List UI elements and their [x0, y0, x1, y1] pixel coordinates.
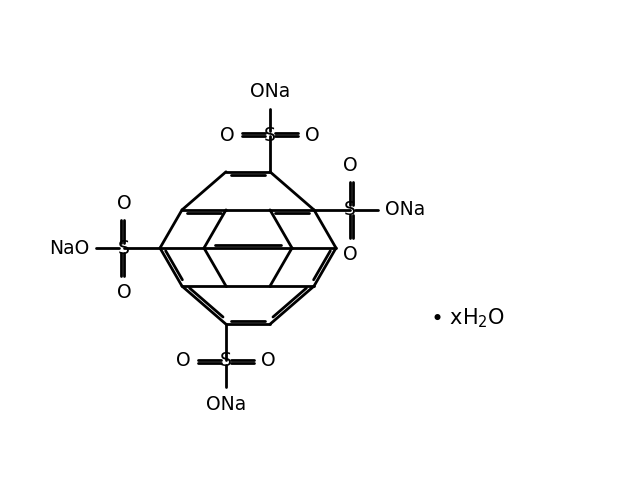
- Text: O: O: [177, 351, 191, 370]
- Text: ONa: ONa: [250, 82, 290, 101]
- Text: ONa: ONa: [385, 200, 425, 220]
- Text: NaO: NaO: [49, 239, 89, 257]
- Text: O: O: [116, 283, 131, 302]
- Text: S: S: [118, 239, 130, 257]
- Text: $\bullet$ xH$_2$O: $\bullet$ xH$_2$O: [430, 306, 505, 330]
- Text: O: O: [342, 156, 357, 175]
- Text: O: O: [261, 351, 276, 370]
- Text: S: S: [344, 200, 356, 220]
- Text: S: S: [264, 126, 276, 145]
- Text: S: S: [220, 351, 232, 370]
- Text: O: O: [220, 126, 235, 145]
- Text: O: O: [342, 245, 357, 264]
- Text: O: O: [305, 126, 319, 145]
- Text: O: O: [116, 194, 131, 213]
- Text: ONa: ONa: [206, 395, 246, 414]
